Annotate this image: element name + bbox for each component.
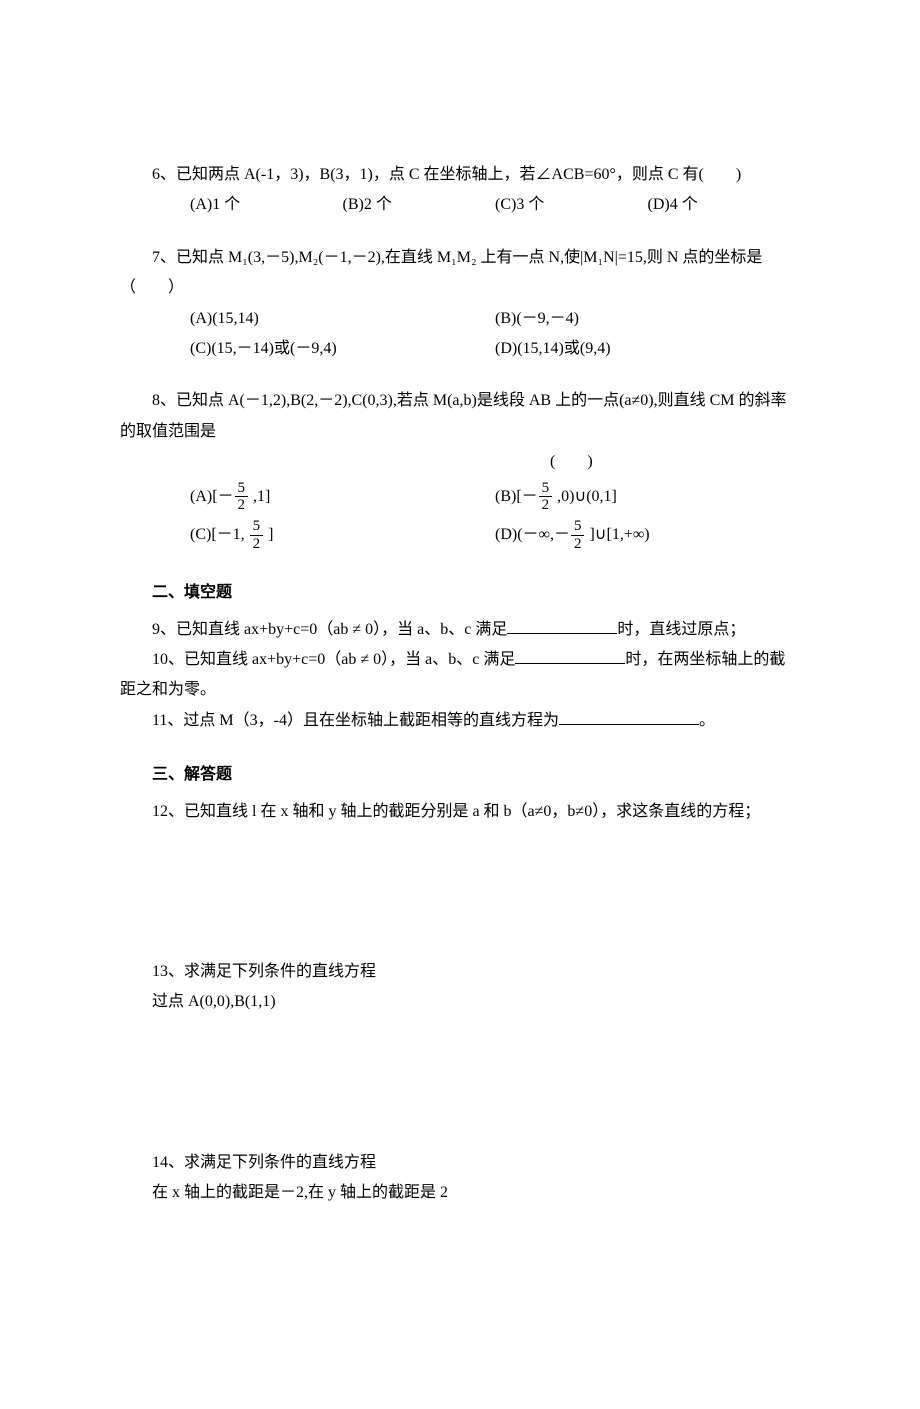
q6-choice-d: (D)4 个 [648,190,801,220]
question-7: 7、已知点 M₁(3,－5),M₂(－1,－2),在直线 M₁M₂ 上有一点 N… [120,243,800,365]
q7-choice-a: (A)(15,14) [190,304,495,334]
section-3-heading: 三、解答题 [120,760,800,790]
blank [507,617,617,634]
frac-num: 5 [571,518,585,536]
fraction: 52 [571,518,585,552]
q9-post: 时，直线过原点； [617,621,745,638]
fraction: 52 [250,518,264,552]
q7-choice-b: (B)(－9,－4) [495,304,800,334]
q8-paren: ( ) [550,453,593,470]
question-6: 6、已知两点 A(-1，3)，B(3，1)，点 C 在坐标轴上，若∠ACB=60… [120,160,800,221]
q8-choices-row1: (A)[－52 ,1] (B)[－52 ,0)∪(0,1] [190,478,800,516]
q9-pre: 9、已知直线 ax+by+c=0（ab ≠ 0），当 a、b、c 满足 [152,621,507,638]
blank [559,708,699,725]
question-13: 13、求满足下列条件的直线方程 过点 A(0,0),B(1,1) [120,957,800,1018]
frac-num: 5 [235,480,249,498]
q8-choice-c: (C)[－1, 52 ] [190,516,495,554]
q8-choice-d: (D)(－∞,－52 ]∪[1,+∞) [495,516,800,554]
q6-choice-a: (A)1 个 [190,190,343,220]
q7-choices-row2: (C)(15,－14)或(－9,4) (D)(15,14)或(9,4) [190,334,800,364]
frac-num: 5 [250,518,264,536]
frac-den: 2 [539,497,553,514]
question-10: 10、已知直线 ax+by+c=0（ab ≠ 0），当 a、b、c 满足时，在两… [120,645,800,706]
q11-post: 。 [699,712,715,729]
q8-c-post: ] [264,526,273,543]
q8-stem-line: 8、已知点 A(－1,2),B(2,－2),C(0,3),若点 M(a,b)是线… [120,386,800,447]
question-11: 11、过点 M（3，-4）且在坐标轴上截距相等的直线方程为 。 [120,706,800,736]
q8-d-post: ]∪[1,+∞) [585,526,649,543]
q8-choice-b: (B)[－52 ,0)∪(0,1] [495,478,800,516]
blank [515,647,625,664]
q11-pre: 11、过点 M（3，-4）且在坐标轴上截距相等的直线方程为 [152,712,559,729]
q7-stem: 7、已知点 M₁(3,－5),M₂(－1,－2),在直线 M₁M₂ 上有一点 N… [120,243,800,304]
q6-stem: 6、已知两点 A(-1，3)，B(3，1)，点 C 在坐标轴上，若∠ACB=60… [120,160,800,190]
frac-num: 5 [539,480,553,498]
fraction: 52 [235,480,249,514]
section-2-heading: 二、填空题 [120,578,800,608]
q8-b-pre: (B)[－ [495,488,538,505]
q8-a-pre: (A)[－ [190,488,234,505]
question-9: 9、已知直线 ax+by+c=0（ab ≠ 0），当 a、b、c 满足 时，直线过… [120,615,800,645]
q8-choices-row2: (C)[－1, 52 ] (D)(－∞,－52 ]∪[1,+∞) [190,516,800,554]
q8-a-post: ,1] [249,488,270,505]
question-14: 14、求满足下列条件的直线方程 在 x 轴上的截距是－2,在 y 轴上的截距是 … [120,1148,800,1209]
q8-d-pre: (D)(－∞,－ [495,526,570,543]
q14-line2: 在 x 轴上的截距是－2,在 y 轴上的截距是 2 [120,1178,800,1208]
q14-line1: 14、求满足下列条件的直线方程 [120,1148,800,1178]
q8-paren-line: ( ) [120,447,800,477]
q8-choice-a: (A)[－52 ,1] [190,478,495,516]
q8-c-pre: (C)[－1, [190,526,249,543]
q6-choice-c: (C)3 个 [495,190,648,220]
question-8: 8、已知点 A(－1,2),B(2,－2),C(0,3),若点 M(a,b)是线… [120,386,800,554]
q8-b-mid: ,0)∪(0,1] [553,488,617,505]
fraction: 52 [539,480,553,514]
q7-choice-c: (C)(15,－14)或(－9,4) [190,334,495,364]
frac-den: 2 [235,497,249,514]
q13-line2: 过点 A(0,0),B(1,1) [120,987,800,1017]
q6-choice-b: (B)2 个 [343,190,496,220]
q13-line1: 13、求满足下列条件的直线方程 [120,957,800,987]
q7-choice-d: (D)(15,14)或(9,4) [495,334,800,364]
frac-den: 2 [571,536,585,553]
q6-choices: (A)1 个 (B)2 个 (C)3 个 (D)4 个 [190,190,800,220]
q10-pre: 10、已知直线 ax+by+c=0（ab ≠ 0），当 a、b、c 满足 [152,651,515,668]
q8-stem: 8、已知点 A(－1,2),B(2,－2),C(0,3),若点 M(a,b)是线… [120,386,800,447]
frac-den: 2 [250,536,264,553]
question-12: 12、已知直线 l 在 x 轴和 y 轴上的截距分别是 a 和 b（a≠0，b≠… [120,797,800,827]
q7-choices-row1: (A)(15,14) (B)(－9,－4) [190,304,800,334]
